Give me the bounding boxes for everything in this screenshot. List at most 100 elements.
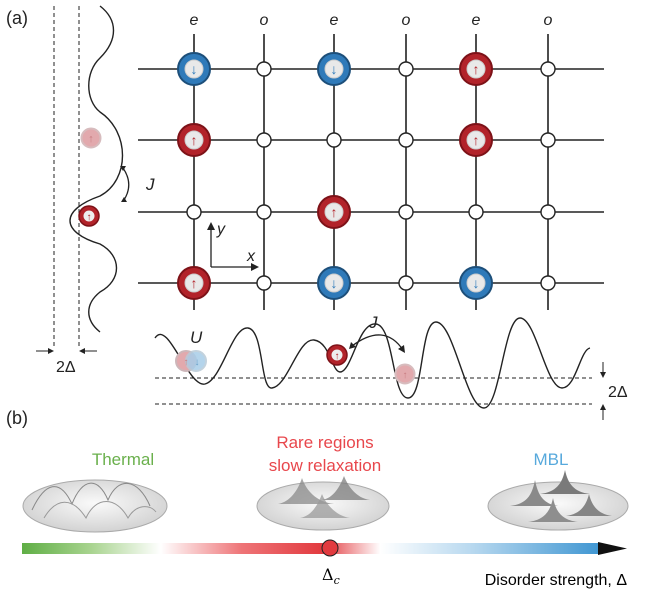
bottom-potential: ↑ ↓ U ↑ ↑ J 2Δ xyxy=(154,313,628,420)
x-axis-arrow-head xyxy=(251,263,259,271)
disorder-arrow-right-b-head xyxy=(600,404,606,410)
critical-point-subscript: c xyxy=(334,574,340,587)
mbl-peak-2 xyxy=(540,470,590,494)
disorder-arrow-right-a-head xyxy=(600,372,606,378)
ghost-particle-u-down-arrow: ↓ xyxy=(195,357,200,368)
critical-point-symbol: Δ xyxy=(322,565,334,584)
column-label-3: e xyxy=(330,12,339,29)
thermal-humps xyxy=(31,482,151,511)
hop-arrow-bottom xyxy=(351,334,404,351)
axes: x y xyxy=(207,221,259,271)
spin-core-r4-c3 xyxy=(324,273,344,293)
hop-arrow-bottom-head-left xyxy=(349,342,356,349)
ghost-particle-left-arrow: ↑ xyxy=(88,133,94,145)
column-label-4: o xyxy=(402,12,411,29)
phase-mbl-label: MBL xyxy=(534,450,569,469)
spin-arrow-r4-c1: ↑ xyxy=(191,275,198,291)
ghost-particle-bottom xyxy=(394,363,416,385)
spin-core-r1-c5 xyxy=(466,59,486,79)
empty-site-r2-c4 xyxy=(398,132,414,148)
disorder-arrow-left-b-head xyxy=(79,348,85,354)
disorder-arrow-left-a-head xyxy=(48,348,54,354)
spin-arrow-r2-c5: ↑ xyxy=(473,132,480,148)
hopping-label-left: J xyxy=(145,175,155,194)
left-potential: ↑ ↑ J 2Δ xyxy=(36,5,155,376)
disorder-axis-label: Disorder strength, Δ xyxy=(485,572,628,589)
spin-core-r2-c5 xyxy=(466,130,486,150)
mbl-peak-4 xyxy=(566,494,612,516)
lattice: e o e o e o ↓ ↓ ↑ ↑ ↑ ↑ ↑ ↓ ↓ xyxy=(138,12,604,310)
rare-peak-2 xyxy=(300,494,350,518)
y-axis-arrow-head xyxy=(207,222,215,230)
phase-thermal-label: Thermal xyxy=(92,450,154,469)
spin-arrow-r3-c3: ↑ xyxy=(331,204,338,220)
ghost-particle-u-down xyxy=(185,350,207,372)
spin-arrow-r1-c5: ↑ xyxy=(473,61,480,77)
ghost-particle-bottom-arrow: ↑ xyxy=(403,370,408,381)
spin-arrow-r2-c1: ↑ xyxy=(191,132,198,148)
column-label-5: e xyxy=(472,12,481,29)
spin-core-r4-c5 xyxy=(466,273,486,293)
empty-site-r1-c2 xyxy=(256,61,272,77)
empty-site-r3-c2 xyxy=(256,204,272,220)
phase-rare-label-line2: slow relaxation xyxy=(269,456,381,475)
mbl-peak-1 xyxy=(510,480,558,506)
panel-b-label: (b) xyxy=(6,408,28,428)
empty-site-r3-c1 xyxy=(186,204,202,220)
mbl-peak-3 xyxy=(528,498,578,522)
disorder-label-right: 2Δ xyxy=(608,384,628,401)
rare-peak-3 xyxy=(322,476,370,500)
column-label-6: o xyxy=(544,12,553,29)
spin-core-r3-c3 xyxy=(324,202,344,222)
particle-left-core xyxy=(83,210,95,222)
empty-site-r4-c6 xyxy=(540,275,556,291)
spin-core-r1-c1 xyxy=(184,59,204,79)
empty-site-r1-c6 xyxy=(540,61,556,77)
empty-site-r1-c4 xyxy=(398,61,414,77)
hopping-label-bottom: J xyxy=(368,313,378,332)
empty-site-r3-c4 xyxy=(398,204,414,220)
mbl-landscape xyxy=(487,470,629,531)
hop-arrow-left-head-top xyxy=(120,166,126,171)
disorder-label-left: 2Δ xyxy=(56,359,76,376)
thermal-landscape xyxy=(22,479,168,533)
column-label-2: o xyxy=(260,12,269,29)
empty-site-r3-c5 xyxy=(468,204,484,220)
left-potential-curve xyxy=(69,5,124,333)
ghost-particle-u-up-arrow: ↑ xyxy=(184,357,189,368)
x-axis-label: x xyxy=(246,248,256,265)
panel-a-label: (a) xyxy=(6,8,28,28)
rare-landscape xyxy=(256,476,390,531)
disorder-gradient-bar xyxy=(22,543,600,554)
ghost-particle-left xyxy=(80,127,102,149)
bottom-potential-curve xyxy=(154,317,591,409)
empty-site-r2-c6 xyxy=(540,132,556,148)
particle-bottom-core xyxy=(331,349,343,361)
spin-core-r4-c1 xyxy=(184,273,204,293)
hop-arrow-bottom-head-right xyxy=(398,345,405,353)
critical-point-label: Δc xyxy=(322,565,340,587)
particle-bottom-arrow: ↑ xyxy=(335,351,340,362)
hop-arrow-left xyxy=(122,167,130,201)
empty-site-r4-c2 xyxy=(256,275,272,291)
rare-peak-1 xyxy=(278,478,334,504)
spin-arrow-r1-c3: ↓ xyxy=(331,61,338,77)
hop-arrow-left-head-bottom xyxy=(121,197,127,202)
spin-core-r1-c3 xyxy=(324,59,344,79)
thermal-humps-2 xyxy=(43,501,157,520)
empty-site-r2-c2 xyxy=(256,132,272,148)
disorder-axis-arrowhead xyxy=(598,542,627,555)
phase-rare-label-line1: Rare regions xyxy=(276,433,373,452)
critical-point-marker xyxy=(321,539,339,557)
particle-left-arrow: ↑ xyxy=(87,212,92,223)
empty-site-r4-c4 xyxy=(398,275,414,291)
spin-arrow-r4-c5: ↓ xyxy=(473,275,480,291)
interaction-label: U xyxy=(190,328,203,347)
y-axis-label: y xyxy=(216,221,226,238)
empty-site-r2-c3 xyxy=(326,132,342,148)
empty-site-r3-c6 xyxy=(540,204,556,220)
spin-arrow-r1-c1: ↓ xyxy=(191,61,198,77)
spin-arrow-r4-c3: ↓ xyxy=(331,275,338,291)
column-label-1: e xyxy=(190,12,199,29)
